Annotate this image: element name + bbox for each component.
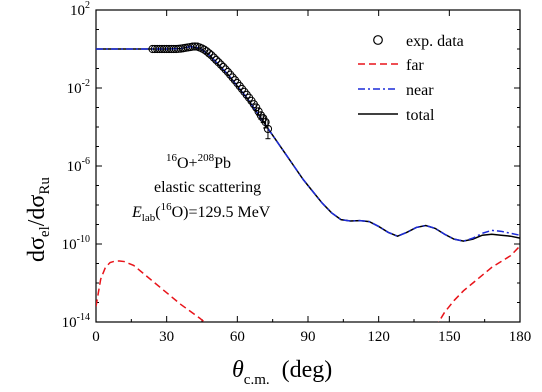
annotation-energy-value: O)=129.5 MeV	[172, 204, 271, 221]
annotation-Pb: Pb	[214, 155, 231, 172]
x-tick-label-120: 120	[367, 329, 390, 345]
x-axis-title: θc.m. (deg)	[232, 357, 332, 388]
x-tick-label-60: 60	[230, 329, 245, 345]
reaction-annotation: 16O+208Pb elastic scattering Elab(16O)=1…	[131, 152, 271, 224]
exp-data-point	[240, 87, 249, 97]
series-near-line	[96, 45, 520, 242]
exp-data-point	[230, 76, 240, 85]
legend-label-total: total	[406, 107, 435, 124]
legend-label-near: near	[406, 82, 434, 99]
y-tick-label--14: 10-14	[62, 312, 90, 331]
exp-data-point	[209, 53, 218, 62]
annotation-energy: Elab(16O)=129.5 MeV	[131, 201, 271, 224]
y-tick-label--6: 10-6	[67, 156, 90, 175]
series-layer	[96, 45, 520, 322]
exp-data-point	[219, 62, 228, 72]
y-tick-label-2: 102	[70, 0, 90, 19]
exp-data-point	[228, 73, 237, 82]
y-axis-title: dσel/dσRu	[24, 177, 53, 262]
exp-data-point	[256, 111, 265, 120]
exp-data-point	[214, 58, 223, 67]
x-tick-label-180: 180	[509, 329, 532, 345]
annotation-open-paren: (	[155, 204, 160, 221]
legend-label-exp: exp. data	[406, 33, 464, 50]
legend-marker-exp	[373, 35, 383, 45]
legend: exp. data far near total	[358, 33, 464, 124]
exp-data-point	[263, 124, 273, 134]
exp-data-point	[223, 67, 233, 77]
y-tick-label--10: 10-10	[62, 234, 90, 253]
y-tick-label--2: 10-2	[67, 78, 90, 97]
exp-data-point	[216, 60, 225, 69]
exp-data-point	[237, 84, 247, 94]
series-far-line	[96, 260, 206, 322]
x-tick-label-90: 90	[301, 329, 316, 345]
annotation-sup-16: 16	[166, 152, 178, 164]
exp-data-point	[212, 55, 221, 65]
exp-data-point	[204, 49, 214, 58]
exp-data-point	[233, 79, 242, 88]
x-tick-label-30: 30	[159, 329, 174, 345]
annotation-reaction: 16O+208Pb	[166, 152, 231, 172]
exp-data-point	[242, 90, 251, 99]
exp-data-point	[221, 65, 230, 74]
legend-label-far: far	[406, 57, 424, 74]
exp-data-point	[207, 51, 216, 60]
exp-data-point	[197, 44, 207, 53]
annotation-E: E	[131, 204, 142, 221]
exp-data-point	[235, 81, 244, 91]
annotation-process: elastic scattering	[154, 179, 261, 196]
x-tick-label-0: 0	[92, 329, 100, 345]
annotation-O-plus: O+	[177, 155, 198, 172]
ticks-layer: 0 30 60 90 120 150 180 102 10-2 10-6 10-10 10-14	[62, 0, 532, 345]
series-far-line-b	[437, 245, 520, 322]
annotation-sup-208: 208	[198, 152, 215, 164]
annotation-sub-lab: lab	[142, 212, 156, 224]
plot-frame	[95, 9, 521, 323]
annotation-sup-16b: 16	[161, 201, 173, 213]
exp-data-layer	[148, 42, 273, 140]
exp-data-point	[226, 70, 235, 79]
x-tick-label-150: 150	[438, 329, 461, 345]
